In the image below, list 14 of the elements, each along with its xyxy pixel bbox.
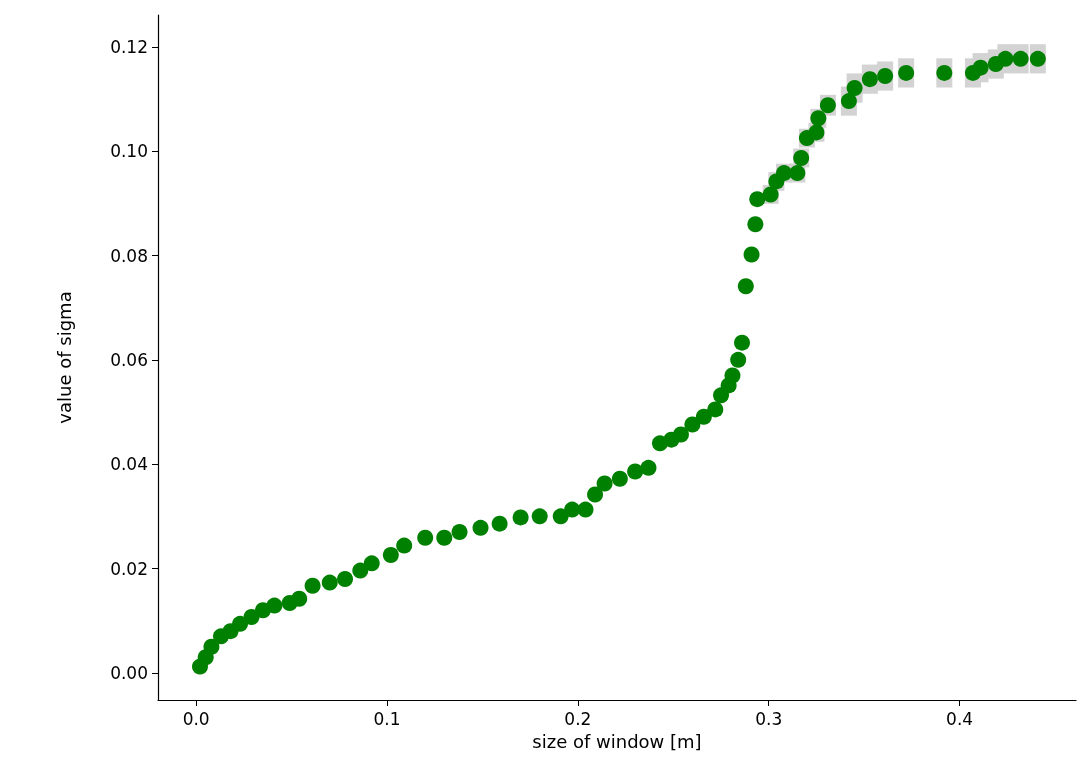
x-axis-title: size of window [m] xyxy=(532,730,702,752)
y-tick-label: 0.02 xyxy=(110,558,148,579)
x-tick-label: 0.1 xyxy=(373,708,401,729)
y-tick-label: 0.00 xyxy=(110,662,148,683)
x-tick-label: 0.3 xyxy=(755,708,783,729)
x-tick-label: 0.4 xyxy=(946,708,974,729)
y-axis-title: value of sigma xyxy=(53,291,75,424)
y-tick-label: 0.12 xyxy=(110,36,148,57)
x-tick-label: 0.2 xyxy=(564,708,592,729)
x-tick-label: 0.0 xyxy=(182,708,210,729)
y-tick-label: 0.06 xyxy=(110,349,148,370)
y-tick-label: 0.04 xyxy=(110,454,148,475)
y-tick-label: 0.10 xyxy=(110,141,148,162)
y-tick-label: 0.08 xyxy=(110,245,148,266)
